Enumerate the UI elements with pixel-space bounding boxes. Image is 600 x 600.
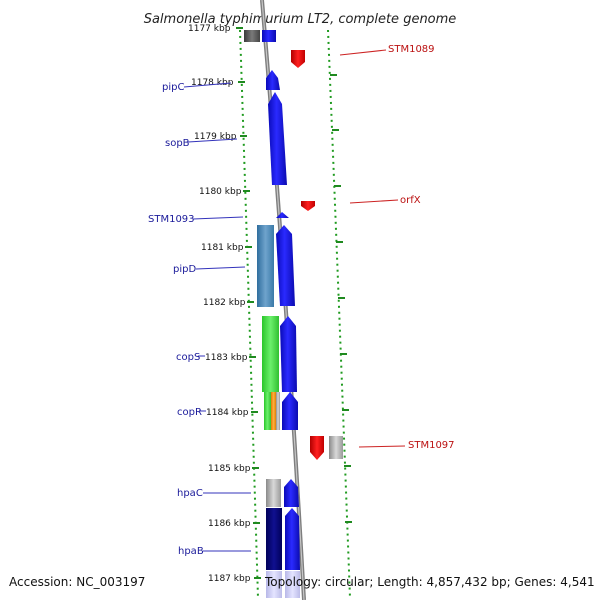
label-copR: copR (177, 407, 202, 418)
label-STM1097: STM1097 (408, 440, 455, 451)
gene-copS (280, 316, 297, 392)
tick-label: 1177 kbp (188, 24, 231, 34)
right-gene-labels: STM1089 orfX STM1097 (339, 44, 455, 451)
label-sopB: sopB (165, 138, 190, 149)
outer-guide-ring (327, 29, 351, 599)
gene-STM1093 (276, 212, 289, 218)
block-bottom-lav (266, 571, 282, 598)
tick-label: 1182 kbp (203, 298, 246, 308)
map-title: Salmonella typhimurium LT2, complete gen… (144, 12, 457, 27)
block-pipD-steel (257, 225, 274, 307)
gene-pipC (266, 70, 280, 90)
gene-hpaB (285, 508, 300, 570)
tick-label: 1184 kbp (206, 408, 249, 418)
tick-label: 1187 kbp (208, 574, 251, 584)
tick-label: 1181 kbp (201, 243, 244, 253)
tick-label: 1185 kbp (208, 464, 251, 474)
block-copR-gray (276, 392, 280, 430)
topology-text: Topology: circular; Length: 4,857,432 bp… (264, 575, 595, 589)
tick-label: 1186 kbp (208, 519, 251, 529)
block-copR-green (264, 392, 271, 430)
gene-pipD (276, 225, 295, 306)
label-copS: copS (176, 352, 200, 363)
gene-sopB (268, 92, 287, 185)
forward-strand-genes (266, 70, 300, 598)
label-pipC: pipC (162, 82, 184, 93)
inner-track-blocks (257, 225, 282, 598)
block-hpaC-gray (266, 479, 281, 507)
block-hpaB-navy (266, 508, 282, 570)
gene-hpaC (284, 479, 299, 507)
kbp-scale: 1177 kbp 1178 kbp 1179 kbp 1180 kbp 1181… (188, 24, 261, 584)
label-hpaB: hpaB (178, 546, 204, 557)
tick-label: 1183 kbp (205, 353, 248, 363)
gene-bottom-lav-right (285, 571, 300, 598)
gene-STM1097 (310, 436, 324, 460)
reverse-strand-genes (291, 50, 343, 460)
block-copR-orange (271, 392, 276, 430)
tick-label: 1178 kbp (191, 78, 234, 88)
inner-guide-ring (239, 29, 259, 599)
tick-label: 1179 kbp (194, 132, 237, 142)
label-STM1089: STM1089 (388, 44, 435, 55)
label-pipD: pipD (173, 264, 196, 275)
gene-copR (282, 392, 298, 430)
left-gene-labels: pipC sopB STM1093 pipD copS copR hpaC hp… (148, 82, 251, 557)
outer-minor-ticks (330, 74, 352, 523)
block-STM1097-gray (329, 436, 343, 459)
label-STM1093: STM1093 (148, 214, 195, 225)
gene-orfX (301, 201, 315, 211)
tick-label: 1180 kbp (199, 187, 242, 197)
block-copS-green (262, 316, 279, 392)
label-orfX: orfX (400, 195, 421, 206)
accession-text: Accession: NC_003197 (9, 575, 145, 589)
gene-block-top-gray (244, 30, 260, 42)
gene-STM1089 (291, 50, 305, 68)
gene-block-top-blue (262, 30, 276, 42)
label-hpaC: hpaC (177, 488, 203, 499)
guide-rings (239, 29, 351, 599)
